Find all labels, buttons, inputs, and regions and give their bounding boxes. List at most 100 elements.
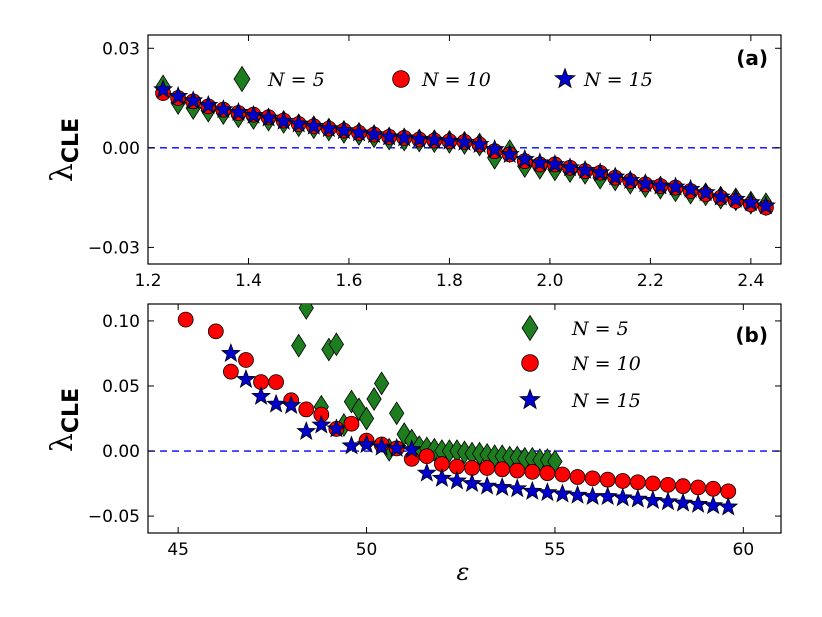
- series-15-marker: [560, 157, 580, 177]
- series-5-marker: [298, 304, 314, 320]
- series-5-marker: [351, 397, 367, 422]
- series-15-marker: [499, 143, 520, 163]
- series-10-marker: [660, 476, 676, 493]
- series-10-marker: [177, 311, 194, 328]
- y-tick-label: 0.03: [102, 39, 140, 59]
- legend-series-5-marker: [521, 314, 539, 342]
- series-15-marker: [657, 491, 678, 511]
- series-10-marker: [569, 469, 586, 485]
- y-tick-label: −0.05: [88, 507, 140, 527]
- panel-a-ylabel: λCLE: [45, 118, 84, 182]
- series-15-marker: [544, 153, 565, 173]
- series-15-marker: [379, 126, 400, 146]
- series-15-marker: [597, 486, 618, 506]
- x-tick-label: 1.8: [436, 271, 463, 291]
- series-15-marker: [341, 435, 362, 455]
- x-tick-label: 60: [733, 540, 755, 560]
- panel-a-legend-label-n15: N = 15: [583, 69, 653, 91]
- series-15-marker: [318, 118, 339, 138]
- panel-b-frame: [147, 303, 782, 534]
- series-10-marker: [418, 448, 435, 465]
- panel-a-ticks: 1.2 1.4 1.6 1.8 2.0 2.2 2.4 0.03 0.00 −0.03: [88, 35, 781, 291]
- series-10-marker: [268, 374, 284, 390]
- series-15-marker: [296, 421, 317, 441]
- series-15-marker: [228, 101, 249, 121]
- panel-b-legend-marker-n10: [521, 354, 539, 372]
- series-10-marker: [705, 480, 722, 497]
- series-15-marker: [311, 414, 332, 434]
- series-15-marker: [575, 159, 596, 179]
- series-15-marker: [688, 493, 709, 513]
- legend-series-5-marker: [233, 65, 251, 93]
- series-15-marker: [198, 94, 219, 114]
- series-15-marker: [492, 476, 513, 496]
- series-15-marker: [605, 166, 626, 186]
- series-15-marker: [213, 99, 234, 119]
- panel-a-label: (a): [736, 46, 768, 70]
- panel-a-legend-label-n5: N = 5: [267, 69, 325, 91]
- series-15-marker: [529, 152, 550, 172]
- series-15-marker: [409, 128, 430, 148]
- series-15-marker: [507, 478, 528, 498]
- series-10-marker: [584, 470, 601, 487]
- series-15-marker: [703, 495, 724, 515]
- series-15-marker: [394, 127, 415, 147]
- panel-b-ylabel: λCLE: [45, 388, 84, 452]
- x-tick-label: 45: [167, 540, 189, 560]
- series-15-marker: [710, 186, 731, 206]
- series-15-marker: [462, 473, 483, 493]
- series-15-marker: [243, 104, 264, 124]
- series-15-marker: [469, 134, 490, 154]
- svg-text:λCLE: λCLE: [45, 388, 84, 452]
- legend-series-10-marker: [521, 354, 539, 372]
- series-10-marker: [645, 475, 661, 492]
- series-15-marker: [484, 139, 505, 158]
- series-15-marker: [477, 475, 498, 495]
- panel-b-legend-label-n5: N = 5: [571, 318, 629, 340]
- series-10-marker: [509, 462, 526, 479]
- panel-b-markers: [177, 304, 739, 516]
- series-15-marker: [665, 176, 686, 196]
- series-15-marker: [416, 462, 437, 482]
- series-15-marker: [235, 368, 256, 388]
- series-15-marker: [386, 437, 407, 457]
- series-15-marker: [514, 148, 535, 168]
- series-10-marker: [539, 465, 556, 482]
- series-5-marker: [366, 387, 382, 411]
- series-15-marker: [439, 130, 460, 150]
- series-15-marker: [326, 418, 347, 438]
- series-15-marker: [673, 492, 694, 512]
- series-15-marker: [755, 195, 776, 215]
- series-15-marker: [288, 113, 309, 133]
- x-tick-label: 50: [356, 540, 378, 560]
- series-15-marker: [718, 496, 739, 516]
- series-15-marker: [620, 169, 641, 189]
- panel-a-ylabel-subscript: CLE: [59, 118, 84, 163]
- panel-a-frame: [147, 34, 782, 265]
- series-15-marker: [349, 122, 369, 142]
- series-5-marker: [389, 401, 405, 426]
- series-10-marker: [479, 460, 495, 476]
- legend-series-15-marker: [518, 388, 542, 410]
- series-15-marker: [153, 79, 174, 99]
- series-10-marker: [614, 473, 631, 489]
- series-5-marker: [291, 333, 307, 358]
- series-15-marker: [371, 436, 392, 456]
- series-15-marker: [266, 393, 287, 413]
- x-tick-label: 1.4: [235, 271, 262, 291]
- x-tick-label: 1.6: [335, 271, 362, 291]
- series-10-marker: [524, 463, 541, 480]
- series-10-marker: [554, 466, 571, 483]
- series-15-marker: [537, 482, 558, 502]
- series-15-marker: [567, 484, 588, 504]
- series-15-marker: [635, 173, 656, 193]
- panel-b-legend-marker-n15: [518, 388, 542, 410]
- series-10-marker: [675, 478, 691, 495]
- x-tick-label: 2.2: [637, 271, 664, 291]
- series-15-marker: [220, 342, 241, 362]
- series-5-marker: [328, 332, 345, 357]
- y-tick-label: 0.10: [102, 312, 140, 332]
- series-15-marker: [446, 470, 467, 490]
